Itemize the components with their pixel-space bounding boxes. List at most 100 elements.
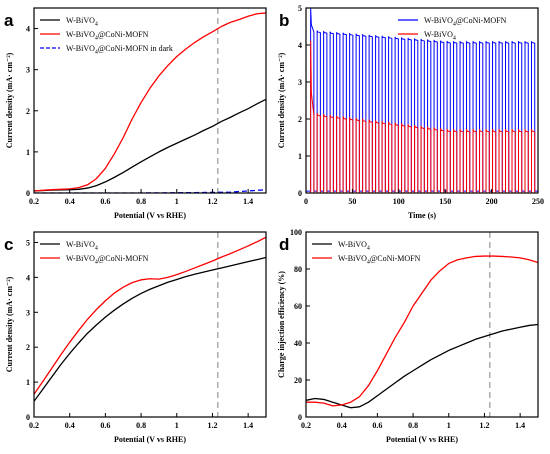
panel-d: d 0.2 0.4 0.6 0.8 1 1.2 1.4 0 20 40 60 80 100 Potentia… <box>277 228 539 444</box>
legend-label: W-BiVO4@CoNi-MOFN <box>424 16 507 28</box>
legend-label-subscript: 4 <box>453 36 456 42</box>
plot-frame <box>33 231 267 418</box>
y-tick-label: 3 <box>26 66 30 75</box>
series-line <box>306 323 538 409</box>
y-tick-label: 40 <box>294 339 302 348</box>
legend-label: W-BiVO4 <box>66 16 98 28</box>
legend-label-main: W-BiVO <box>424 16 453 25</box>
x-tick-label: 1.2 <box>207 197 217 206</box>
plot-frame <box>33 7 267 194</box>
panel-c: c 0.2 0.4 0.6 0.8 1 1.2 1.4 0 1 2 3 4 5 Potential (V v… <box>4 231 267 444</box>
y-tick-label: 0 <box>298 189 302 198</box>
x-tick-label: 0.6 <box>372 421 382 430</box>
x-tick-label: 1.2 <box>207 421 217 430</box>
x-tick-label: 0.8 <box>408 421 418 430</box>
x-axis-label: Potential (V vs RHE) <box>114 435 186 444</box>
legend-label-rest: @CoNi-MOFN <box>98 30 149 39</box>
legend-label-main: W-BiVO <box>66 30 95 39</box>
legend: W-BiVO4W-BiVO4@CoNi-MOFNW-BiVO4@CoNi-MOF… <box>40 16 173 56</box>
panel-b: b 0 50 100 150 200 250 0 1 2 3 4 5 Time (s) Current de… <box>277 4 544 220</box>
legend-label-subscript: 4 <box>95 22 98 28</box>
series-line <box>306 8 538 192</box>
x-tick-label: 1.4 <box>243 197 253 206</box>
legend-label: W-BiVO4 <box>338 240 370 252</box>
legend-label-main: W-BiVO <box>66 240 95 249</box>
panel-letter: b <box>279 11 289 30</box>
legend-label-rest: @CoNi-MOFN in dark <box>98 44 173 53</box>
y-tick-label: 4 <box>26 273 30 282</box>
x-tick-label: 50 <box>348 197 356 206</box>
x-axis-label: Potential (V vs RHE) <box>114 211 186 220</box>
x-tick-label: 0.2 <box>301 421 311 430</box>
x-tick-label: 0.6 <box>100 421 110 430</box>
x-axis-label: Potential (V vs RHE) <box>386 435 458 444</box>
y-axis-label: Current density (mA· cm⁻²) <box>277 52 286 148</box>
panel-letter: d <box>279 235 289 254</box>
plot-frame <box>305 231 539 418</box>
panel-letter: a <box>4 11 14 30</box>
legend-label: W-BiVO4@CoNi-MOFN <box>66 30 149 42</box>
y-axis-label: Current density (mA· cm⁻²) <box>5 276 14 372</box>
series-line <box>34 12 266 192</box>
y-tick-label: 1 <box>298 152 302 161</box>
x-tick-label: 1 <box>175 197 179 206</box>
x-tick-label: 0.8 <box>136 421 146 430</box>
legend-label-main: W-BiVO <box>66 16 95 25</box>
y-tick-label: 2 <box>26 343 30 352</box>
x-tick-label: 1.4 <box>515 421 525 430</box>
legend: W-BiVO4 W-BiVO4@CoNi-MOFN <box>312 240 421 266</box>
y-axis-label: Charge injection efficiency (%) <box>277 271 286 378</box>
x-tick-label: 0 <box>304 197 308 206</box>
y-tick-label: 0 <box>298 413 302 422</box>
legend-label: W-BiVO4 <box>424 30 456 42</box>
legend-label-rest: @CoNi-MOFN <box>98 254 149 263</box>
x-tick-label: 250 <box>532 197 544 206</box>
legend-label-subscript: 4 <box>95 50 98 56</box>
x-tick-label: 0.4 <box>65 197 75 206</box>
panel-letter: c <box>4 235 13 254</box>
legend-label: W-BiVO4@CoNi-MOFN in dark <box>66 44 173 56</box>
series-line <box>306 255 538 407</box>
y-tick-label: 5 <box>26 238 30 247</box>
legend-label-subscript: 4 <box>367 246 370 252</box>
series-line <box>34 256 266 402</box>
y-tick-label: 20 <box>294 376 302 385</box>
y-axis-label: Current density (mA· cm⁻²) <box>5 52 14 148</box>
y-tick-label: 80 <box>294 265 302 274</box>
y-tick-label: 3 <box>26 308 30 317</box>
x-tick-label: 200 <box>486 197 498 206</box>
x-tick-label: 0.8 <box>136 197 146 206</box>
x-tick-label: 1 <box>175 421 179 430</box>
legend-label: W-BiVO4@CoNi-MOFN <box>66 254 149 266</box>
y-tick-label: 5 <box>298 4 302 13</box>
y-tick-label: 3 <box>298 78 302 87</box>
legend-label-subscript: 4 <box>95 246 98 252</box>
legend-label-subscript: 4 <box>367 260 370 266</box>
legend-label-main: W-BiVO <box>66 254 95 263</box>
legend-label: W-BiVO4 <box>66 240 98 252</box>
x-tick-label: 0.2 <box>29 421 39 430</box>
y-tick-label: 1 <box>26 378 30 387</box>
series-line <box>34 98 266 192</box>
legend-label-main: W-BiVO <box>66 44 95 53</box>
legend-label-subscript: 4 <box>453 22 456 28</box>
y-tick-label: 2 <box>26 107 30 116</box>
plot-frame <box>305 7 539 194</box>
x-tick-label: 1.2 <box>479 421 489 430</box>
x-tick-label: 1.4 <box>243 421 253 430</box>
y-tick-label: 100 <box>290 228 302 237</box>
x-tick-label: 150 <box>439 197 451 206</box>
x-axis-label: Time (s) <box>408 211 436 220</box>
y-tick-label: 4 <box>26 25 30 34</box>
legend-label: W-BiVO4@CoNi-MOFN <box>338 254 421 266</box>
legend-label-main: W-BiVO <box>424 30 453 39</box>
x-tick-label: 0.2 <box>29 197 39 206</box>
x-tick-label: 100 <box>393 197 405 206</box>
y-tick-label: 2 <box>298 115 302 124</box>
y-tick-label: 4 <box>298 41 302 50</box>
legend-label-subscript: 4 <box>95 260 98 266</box>
y-tick-label: 0 <box>26 189 30 198</box>
